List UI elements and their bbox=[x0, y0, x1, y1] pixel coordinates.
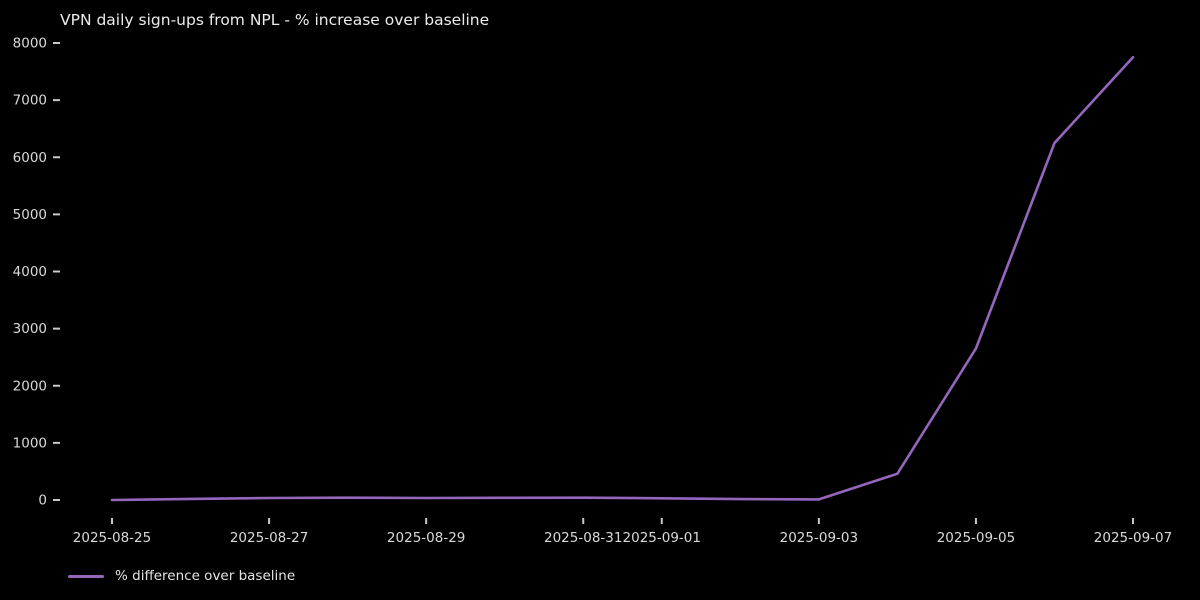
y-tick-label: 7000 bbox=[13, 93, 47, 109]
y-tick-label: 0 bbox=[38, 493, 47, 509]
x-tick-label: 2025-09-05 bbox=[937, 530, 1015, 546]
y-tick-label: 4000 bbox=[13, 264, 47, 280]
y-tick-label: 6000 bbox=[13, 150, 47, 166]
x-tick-label: 2025-08-31 bbox=[544, 530, 622, 546]
x-tick-label: 2025-08-25 bbox=[73, 530, 151, 546]
x-tick-label: 2025-08-29 bbox=[387, 530, 465, 546]
legend: % difference over baseline bbox=[68, 566, 295, 586]
x-tick-label: 2025-09-07 bbox=[1094, 530, 1172, 546]
x-tick-label: 2025-09-03 bbox=[780, 530, 858, 546]
y-tick-label: 5000 bbox=[13, 207, 47, 223]
x-tick-label: 2025-08-27 bbox=[230, 530, 308, 546]
x-tick-label: 2025-09-01 bbox=[623, 530, 701, 546]
data-series-line bbox=[110, 55, 1135, 502]
y-tick-label: 2000 bbox=[13, 378, 47, 394]
y-tick-label: 8000 bbox=[13, 36, 47, 52]
y-tick-label: 3000 bbox=[13, 321, 47, 337]
legend-label: % difference over baseline bbox=[115, 568, 296, 584]
legend-line-swatch-icon bbox=[68, 574, 104, 578]
y-tick-label: 1000 bbox=[13, 435, 47, 451]
chart-title: VPN daily sign-ups from NPL - % increase… bbox=[60, 11, 490, 29]
